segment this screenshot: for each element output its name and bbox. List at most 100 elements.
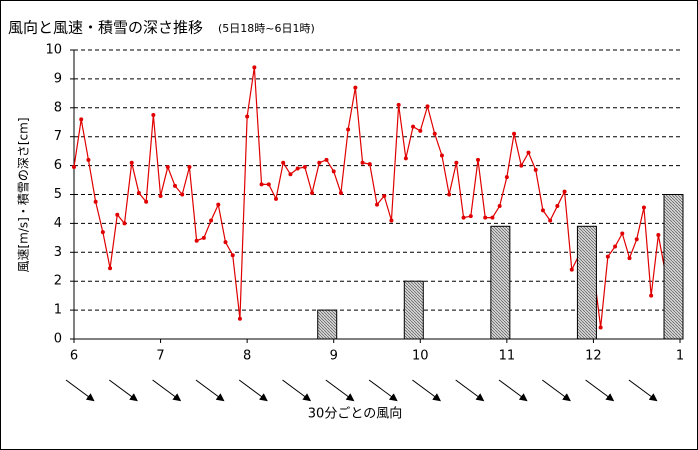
wind-speed-point (447, 192, 452, 197)
wind-speed-point (281, 160, 286, 165)
wind-speed-point (411, 124, 416, 129)
x-tick-label: 10 (412, 349, 429, 364)
wind-speed-point (324, 157, 329, 162)
y-tick-label: 6 (54, 158, 62, 173)
wind-speed-point (548, 218, 553, 223)
wind-speed-point (302, 165, 307, 170)
wind-arrow (152, 379, 182, 402)
wind-speed-point (526, 150, 531, 155)
wind-speed-point (173, 183, 177, 188)
y-tick-label: 7 (54, 129, 62, 144)
snow-bar (403, 280, 424, 340)
snow-bar (576, 225, 597, 340)
wind-speed-point (295, 166, 300, 171)
wind-arrow (109, 379, 138, 402)
y-tick-label: 3 (54, 245, 62, 260)
wind-speed-point (396, 102, 401, 107)
wind-speed-point (569, 267, 574, 272)
wind-speed-point (432, 131, 437, 136)
x-tick-label: 9 (330, 349, 338, 364)
y-tick-label: 8 (54, 100, 62, 115)
y-tick-label: 2 (54, 274, 62, 289)
wind-speed-point (641, 205, 646, 210)
wind-speed-point (201, 235, 206, 240)
y-tick-label: 9 (54, 71, 62, 86)
y-axis-title: 風速[m/s]・積雪の深さ[cm] (16, 118, 31, 273)
x-tick-label: 12 (585, 349, 602, 364)
wind-speed-point (367, 162, 372, 167)
wind-speed-point (230, 253, 235, 258)
wind-arrow (628, 379, 658, 402)
wind-speed-point (180, 192, 185, 197)
wind-speed-point (533, 167, 538, 172)
wind-speed-point (490, 215, 495, 220)
wind-speed-point (317, 160, 322, 165)
wind-arrow (542, 379, 571, 402)
chart-subtitle: (5日18時~6日1時) (218, 22, 315, 35)
wind-speed-point (483, 215, 488, 220)
wind-speed-point (252, 65, 257, 70)
wind-speed-point (259, 182, 264, 187)
wind-speed-point (136, 191, 141, 196)
wind-arrow (282, 379, 312, 402)
snow-bar (663, 194, 684, 340)
wind-speed-point (194, 238, 199, 243)
wind-speed-point (418, 128, 423, 133)
wind-speed-point (656, 232, 661, 237)
x-tick-label: 6 (70, 349, 78, 364)
wind-arrow (368, 379, 398, 402)
wind-speed-point (425, 104, 430, 109)
wind-speed-point (468, 214, 473, 219)
wind-speed-point (454, 160, 459, 165)
wind-speed-point (562, 189, 567, 194)
wind-speed-point (476, 157, 480, 162)
wind-speed-point (237, 316, 242, 321)
wind-speed-point (649, 293, 654, 298)
x-tick-label: 8 (243, 349, 251, 364)
wind-arrow (585, 379, 615, 402)
wind-speed-point (100, 230, 105, 235)
snow-bar (490, 225, 511, 340)
wind-speed-point (605, 254, 610, 259)
wind-speed-point (86, 157, 91, 162)
wind-speed-point (439, 153, 444, 158)
x-tick-label: 7 (156, 349, 164, 364)
wind-speed-point (598, 325, 603, 330)
wind-arrow (455, 379, 485, 402)
wind-speed-point (93, 199, 98, 204)
wind-speed-point (338, 191, 343, 196)
wind-speed-point (158, 193, 163, 198)
wind-speed-point (375, 202, 379, 207)
wind-speed-point (504, 175, 509, 180)
wind-speed-point (108, 266, 113, 271)
wind-speed-point (512, 131, 517, 136)
wind-arrow (238, 379, 268, 402)
wind-speed-point (165, 165, 170, 170)
wind-speed-point (115, 212, 120, 217)
y-tick-label: 1 (54, 303, 62, 318)
x-tick-label: 1 (676, 349, 684, 364)
wind-speed-point (79, 117, 84, 122)
wind-speed-point (266, 182, 271, 187)
wind-speed-point (555, 204, 560, 209)
wind-speed-point (223, 240, 228, 245)
y-tick-label: 0 (54, 332, 62, 347)
wind-speed-point (382, 193, 387, 198)
wind-speed-point (346, 127, 351, 132)
wind-arrow (195, 379, 225, 402)
wind-arrow (65, 379, 95, 402)
wind-speed-point (129, 160, 134, 165)
y-tick-label: 4 (54, 216, 62, 231)
wind-speed-point (389, 218, 394, 223)
wind-arrow (412, 379, 442, 402)
wind-arrow (325, 379, 355, 402)
wind-speed-point (620, 231, 625, 236)
wind-speed-point (72, 165, 76, 170)
wind-arrows (65, 379, 658, 402)
wind-speed-point (310, 191, 315, 196)
y-tick-label: 10 (45, 43, 62, 58)
y-tick-label: 5 (54, 187, 62, 202)
wind-speed-point (353, 85, 358, 90)
